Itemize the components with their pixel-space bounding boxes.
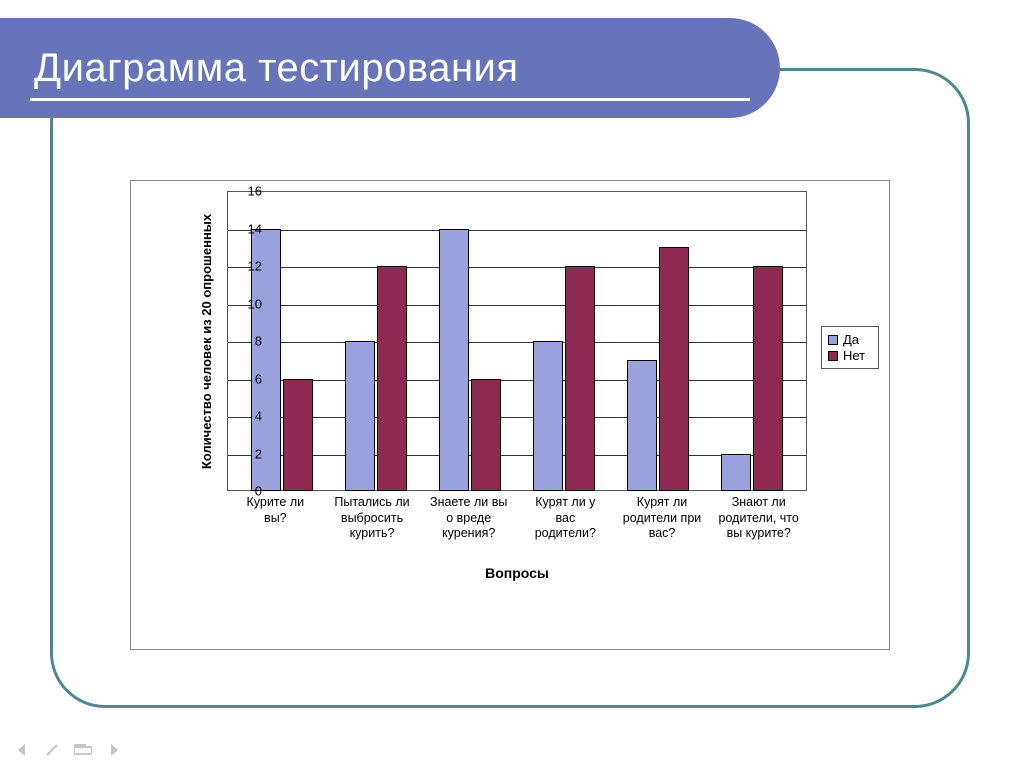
xtick-label: Курят ли родители при вас? <box>614 495 711 542</box>
ytick-label: 10 <box>232 296 262 311</box>
category-group <box>329 266 423 491</box>
ytick-label: 6 <box>232 371 262 386</box>
bar <box>753 266 783 491</box>
bars-container <box>227 191 807 491</box>
bar <box>659 247 689 491</box>
header-underline <box>30 98 750 101</box>
x-axis-title: Вопросы <box>227 565 807 581</box>
bar <box>345 341 375 491</box>
slide-nav-controls <box>14 742 122 758</box>
legend-item: Да <box>828 332 872 347</box>
menu-icon[interactable] <box>74 744 92 756</box>
draw-icon[interactable] <box>44 742 60 758</box>
xtick-label: Курите ли вы? <box>227 495 324 542</box>
ytick-label: 14 <box>232 221 262 236</box>
xtick-label: Пытались ли выбросить курить? <box>324 495 421 542</box>
bar <box>377 266 407 491</box>
slide-header: Диаграмма тестирования <box>0 18 780 118</box>
legend-item: Нет <box>828 348 872 363</box>
ytick-label: 2 <box>232 446 262 461</box>
bar <box>565 266 595 491</box>
ytick-label: 8 <box>232 334 262 349</box>
xtick-label: Курят ли у вас родители? <box>517 495 614 542</box>
bar <box>627 360 657 491</box>
category-group <box>517 266 611 491</box>
ytick-label: 0 <box>232 484 262 499</box>
prev-slide-icon[interactable] <box>14 742 30 758</box>
bar <box>721 454 751 492</box>
bar <box>471 379 501 492</box>
chart-container: Количество человек из 20 опрошенных Кури… <box>130 180 890 650</box>
slide-title: Диаграмма тестирования <box>34 46 519 91</box>
next-slide-icon[interactable] <box>106 742 122 758</box>
bar <box>439 229 469 492</box>
chart-legend: ДаНет <box>821 326 879 369</box>
ytick-label: 4 <box>232 409 262 424</box>
category-group <box>611 247 705 491</box>
bar <box>283 379 313 492</box>
legend-swatch <box>828 351 838 361</box>
legend-swatch <box>828 335 838 345</box>
category-group <box>705 266 799 491</box>
ytick-label: 16 <box>232 184 262 199</box>
legend-label: Да <box>843 332 859 347</box>
xtick-label: Знаете ли вы о вреде курения? <box>420 495 517 542</box>
xtick-label: Знают ли родители, что вы курите? <box>710 495 807 542</box>
x-axis-labels: Курите ли вы?Пытались ли выбросить курит… <box>227 495 807 542</box>
bar <box>533 341 563 491</box>
ytick-label: 12 <box>232 259 262 274</box>
legend-label: Нет <box>843 348 865 363</box>
category-group <box>423 229 517 492</box>
chart-plot-wrapper: Курите ли вы?Пытались ли выбросить курит… <box>187 191 807 511</box>
